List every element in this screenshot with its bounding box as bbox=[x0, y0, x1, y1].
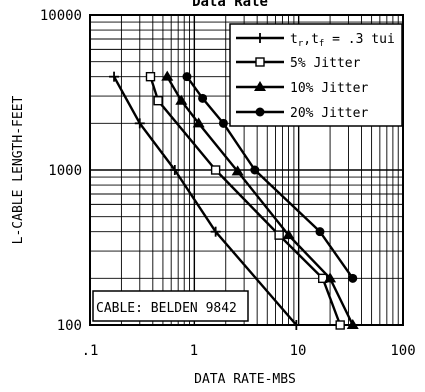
series-layer bbox=[109, 70, 359, 330]
data-point-plus bbox=[169, 165, 180, 175]
data-point-square bbox=[255, 57, 265, 67]
series-1 bbox=[145, 71, 345, 330]
series-3 bbox=[182, 72, 358, 283]
data-point-square bbox=[153, 95, 163, 106]
y-axis-label: L-CABLE LENGTH-FEET bbox=[11, 95, 26, 244]
annotation-text: CABLE: BELDEN 9842 bbox=[96, 301, 237, 316]
annotation-box bbox=[92, 290, 249, 322]
legend-label-part: t bbox=[290, 32, 298, 47]
data-point-plus bbox=[255, 33, 265, 43]
data-point-triangle bbox=[324, 272, 337, 283]
data-point-triangle bbox=[282, 229, 295, 240]
data-point-square bbox=[274, 230, 284, 240]
chart-title: Data Rate bbox=[192, 0, 268, 10]
data-point-square bbox=[335, 320, 345, 330]
legend-label-0: tr,tf = .3 tui bbox=[290, 32, 395, 49]
data-point-circle bbox=[255, 107, 265, 117]
data-point-plus bbox=[291, 320, 302, 330]
y-tick-label-2: 10000 bbox=[40, 8, 82, 24]
legend-label-part: = .3 tui bbox=[324, 32, 394, 47]
legend-item-2: 10% Jitter bbox=[236, 81, 368, 96]
x-tick-label-3: 100 bbox=[390, 343, 415, 359]
data-point-plus bbox=[210, 226, 221, 237]
x-tick-label-0: .1 bbox=[82, 343, 99, 359]
x-tick-label-1: 1 bbox=[190, 343, 198, 359]
legend-item-1: 5% Jitter bbox=[236, 56, 361, 71]
data-point-circle bbox=[198, 93, 208, 103]
plot-frame bbox=[89, 14, 404, 326]
data-point-circle bbox=[250, 165, 260, 175]
data-point-circle bbox=[315, 227, 325, 237]
legend-label-1: 5% Jitter bbox=[290, 56, 361, 71]
series-0 bbox=[109, 71, 302, 330]
legend-label-part: ,t bbox=[303, 32, 319, 47]
legend-label-2: 10% Jitter bbox=[290, 81, 368, 96]
data-point-triangle bbox=[254, 81, 266, 91]
legend-label-3: 20% Jitter bbox=[290, 106, 368, 121]
data-point-square bbox=[145, 71, 156, 82]
data-point-triangle bbox=[175, 94, 188, 105]
data-point-triangle bbox=[192, 117, 205, 128]
x-axis-label: DATA RATE-MBS bbox=[194, 372, 296, 387]
data-point-triangle bbox=[346, 319, 359, 329]
legend-item-3: 20% Jitter bbox=[236, 106, 368, 121]
series-2 bbox=[161, 70, 359, 329]
legend-label-part: r bbox=[298, 39, 304, 49]
data-point-circle bbox=[348, 273, 358, 283]
data-point-triangle bbox=[231, 165, 244, 176]
data-point-circle bbox=[218, 118, 228, 128]
y-tick-label-1: 1000 bbox=[48, 163, 82, 179]
y-tick-label-0: 100 bbox=[57, 318, 82, 334]
data-point-plus bbox=[134, 118, 145, 129]
data-point-plus bbox=[109, 71, 120, 82]
legend-label-part: f bbox=[319, 39, 324, 49]
data-point-square bbox=[210, 165, 221, 175]
data-point-circle bbox=[182, 72, 192, 82]
data-point-triangle bbox=[161, 70, 174, 81]
legend-item-0: tr,tf = .3 tui bbox=[236, 32, 395, 49]
x-tick-label-2: 10 bbox=[290, 343, 307, 359]
legend: tr,tf = .3 tui 5% Jitter 10% Jitter 20% Jit… bbox=[229, 23, 403, 127]
annotation: CABLE: BELDEN 9842 bbox=[92, 290, 249, 322]
